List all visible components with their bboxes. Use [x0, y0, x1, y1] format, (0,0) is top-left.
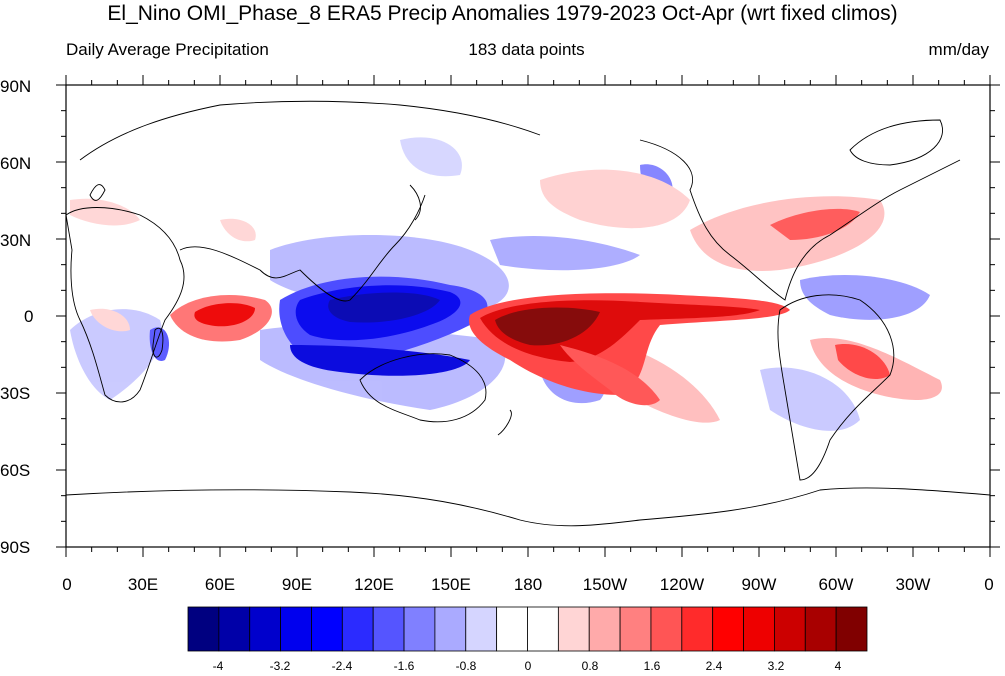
colorbar-label: 4: [834, 659, 842, 673]
colorbar-swatch: [557, 606, 590, 652]
lat-label-90n: 90N: [0, 77, 32, 96]
lon-label: 180: [513, 575, 543, 594]
colorbar-swatch: [619, 606, 652, 652]
colorbar-swatch: [434, 606, 467, 652]
colorbar-swatch: [650, 606, 683, 652]
coast-north-america: [639, 139, 961, 301]
coast-greenland: [849, 119, 943, 166]
map-panel: [66, 85, 990, 547]
coast-uk: [89, 184, 106, 201]
lon-label: 120E: [354, 575, 394, 594]
anomaly-pos-light: [540, 169, 690, 229]
anomaly-neg-light: [490, 235, 640, 271]
precip-anomaly-field: [70, 137, 942, 431]
anomaly-pos-brazil: [835, 344, 890, 380]
coast-madagascar: [152, 327, 164, 358]
colorbar-swatch: [804, 606, 837, 652]
lon-label: 30W: [895, 575, 931, 594]
colorbar-swatch: [403, 606, 436, 652]
lon-label: 60W: [818, 575, 854, 594]
lat-label-30n: 30N: [0, 231, 32, 250]
lat-label-90s: 90S: [0, 538, 31, 557]
lat-label-30s: 30S: [0, 384, 31, 403]
coast-south-america: [777, 294, 895, 481]
subtitle-variable: Daily Average Precipitation: [66, 40, 269, 59]
coast-africa: [66, 207, 185, 403]
anomaly-neg-south: [290, 345, 470, 376]
colorbar-swatch: [311, 606, 343, 652]
colorbar-swatch: [187, 606, 220, 652]
colorbar-label: -4: [212, 659, 224, 673]
colorbar-label: -3.2: [269, 659, 291, 673]
lon-label: 90E: [281, 575, 313, 594]
anomaly-pos-spcz: [560, 345, 660, 406]
colorbar-label: -2.4: [331, 659, 353, 673]
colorbar-swatch: [588, 606, 621, 652]
colorbar-label: 3.2: [767, 659, 785, 673]
colorbar-swatch: [712, 606, 744, 652]
lon-label: 0: [984, 575, 994, 594]
colorbar-swatch: [774, 606, 806, 652]
coast-eurasia-south: [179, 194, 426, 302]
colorbar-label: 0.8: [581, 659, 599, 673]
anomaly-neg-light: [400, 137, 462, 177]
lon-label: 60E: [204, 575, 236, 594]
anomaly-neg-light: [760, 367, 860, 431]
colorbar: [187, 606, 868, 652]
anomaly-pos-gulf: [770, 208, 860, 240]
anomaly-pos-central-pacific-deep: [495, 307, 600, 346]
lon-label: 0: [62, 575, 72, 594]
anomaly-pos-light: [220, 218, 256, 242]
colorbar-label: 2.4: [705, 659, 723, 673]
colorbar-label: 1.6: [643, 659, 661, 673]
lon-label: 120W: [659, 575, 705, 594]
lon-label: 150W: [582, 575, 628, 594]
colorbar-swatch: [341, 606, 374, 652]
lat-label-equator: 0: [24, 307, 34, 326]
colorbar-swatch: [249, 606, 281, 652]
colorbar-label: 0: [524, 659, 532, 673]
coast-new-zealand: [497, 409, 512, 436]
colorbar-swatch: [465, 606, 498, 652]
coast-japan: [409, 184, 421, 221]
lon-label: 150E: [431, 575, 471, 594]
axis-ticks: [56, 75, 1000, 557]
lon-label: 90W: [741, 575, 777, 594]
colorbar-label: -1.6: [393, 659, 415, 673]
anomaly-pos-indian-ocean-core: [194, 303, 255, 327]
coast-australia: [359, 353, 487, 423]
lat-label-60s: 60S: [0, 461, 31, 480]
coast-antarctica: [66, 487, 990, 527]
anomaly-neg-light: [70, 309, 162, 400]
colorbar-swatch: [527, 606, 559, 652]
colorbar-swatch: [743, 606, 775, 652]
lat-label-60n: 60N: [0, 154, 32, 173]
colorbar-swatch: [835, 606, 868, 652]
colorbar-swatch: [280, 606, 312, 652]
map-title: El_Nino OMI_Phase_8 ERA5 Precip Anomalie…: [107, 2, 898, 25]
colorbar-swatch: [218, 606, 251, 652]
anomaly-pos-light: [90, 308, 130, 332]
anomaly-neg-light: [800, 275, 930, 320]
subtitle-count: 183 data points: [468, 40, 585, 59]
coast-eurasia-north: [79, 100, 541, 161]
colorbar-swatch: [681, 606, 714, 652]
colorbar-label: -0.8: [455, 659, 477, 673]
anomaly-pos-light: [70, 198, 140, 226]
colorbar-swatch: [372, 606, 405, 652]
colorbar-swatch: [496, 606, 528, 652]
lon-label: 30E: [127, 575, 159, 594]
coastlines: [66, 100, 990, 527]
anomaly-neg-maritime-deep: [328, 292, 440, 323]
subtitle-units: mm/day: [928, 40, 989, 59]
